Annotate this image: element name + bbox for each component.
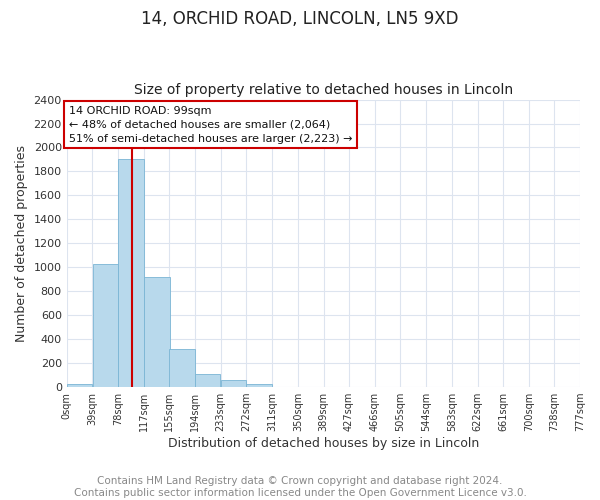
Title: Size of property relative to detached houses in Lincoln: Size of property relative to detached ho… xyxy=(134,83,513,97)
Bar xyxy=(169,348,195,387)
Bar xyxy=(67,384,92,387)
Bar xyxy=(221,380,246,387)
Bar xyxy=(195,374,220,387)
Text: 14 ORCHID ROAD: 99sqm
← 48% of detached houses are smaller (2,064)
51% of semi-d: 14 ORCHID ROAD: 99sqm ← 48% of detached … xyxy=(68,106,352,144)
Text: 14, ORCHID ROAD, LINCOLN, LN5 9XD: 14, ORCHID ROAD, LINCOLN, LN5 9XD xyxy=(141,10,459,28)
Bar xyxy=(144,277,170,387)
Bar xyxy=(92,264,118,387)
Bar xyxy=(247,384,272,387)
X-axis label: Distribution of detached houses by size in Lincoln: Distribution of detached houses by size … xyxy=(168,437,479,450)
Y-axis label: Number of detached properties: Number of detached properties xyxy=(15,145,28,342)
Bar xyxy=(118,160,144,387)
Text: Contains HM Land Registry data © Crown copyright and database right 2024.
Contai: Contains HM Land Registry data © Crown c… xyxy=(74,476,526,498)
